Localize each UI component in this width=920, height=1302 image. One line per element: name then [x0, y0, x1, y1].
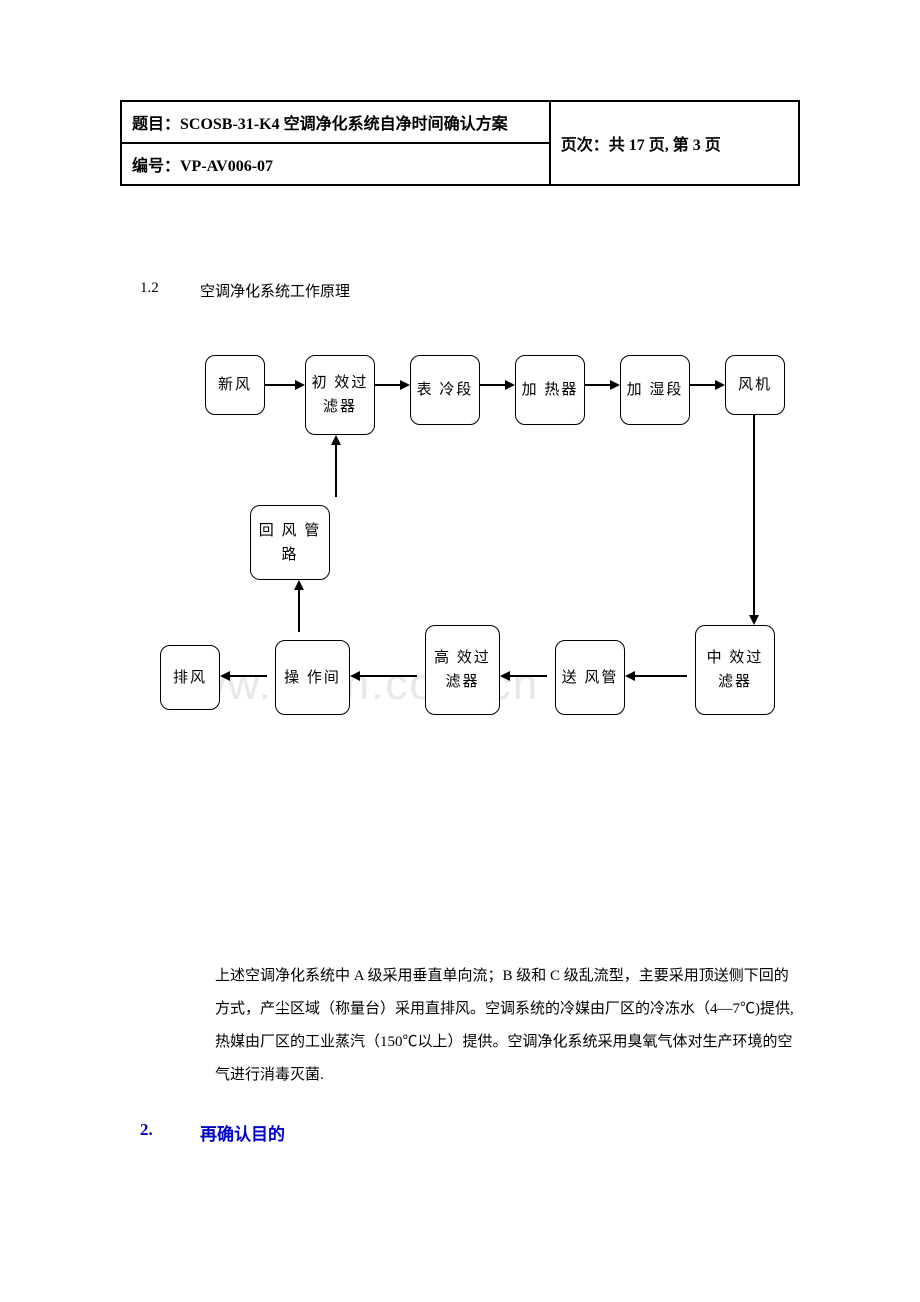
node-gaoxiao: 高 效过 滤器 [425, 625, 500, 715]
arrow-down-icon [749, 615, 759, 625]
node-biaoleng: 表 冷段 [410, 355, 480, 425]
arrow-right-icon [400, 380, 410, 390]
edge-line [298, 590, 300, 632]
node-chuxiao: 初 效过 滤器 [305, 355, 375, 435]
node-xinfeng: 新风 [205, 355, 265, 415]
edge-line [753, 415, 755, 617]
doc-header-table: 题目：SCOSB-31-K4 空调净化系统自净时间确认方案 页次：共 17 页,… [120, 100, 800, 186]
arrow-right-icon [715, 380, 725, 390]
node-caozuo: 操 作间 [275, 640, 350, 715]
arrow-up-icon [331, 435, 341, 445]
header-page-cell: 页次：共 17 页, 第 3 页 [550, 101, 799, 185]
header-code: 编号：VP-AV006-07 [132, 158, 273, 175]
arrow-right-icon [505, 380, 515, 390]
edge-line [375, 384, 402, 386]
edge-line [690, 384, 717, 386]
edge-line [265, 384, 297, 386]
edge-line [335, 445, 337, 497]
flowchart-container: 新风 初 效过 滤器 表 冷段 加 热器 加 湿段 风机 回 风 管路 排风 操… [120, 350, 800, 770]
edge-line [510, 675, 547, 677]
section-2-num: 2. [140, 1120, 153, 1140]
edge-line [635, 675, 687, 677]
section-1-2-title: 空调净化系统工作原理 [200, 280, 350, 301]
header-page: 页次：共 17 页, 第 3 页 [561, 137, 721, 154]
node-paifeng: 排风 [160, 645, 220, 710]
arrow-left-icon [625, 671, 635, 681]
arrow-up-icon [294, 580, 304, 590]
node-jiashi: 加 湿段 [620, 355, 690, 425]
node-fengji: 风机 [725, 355, 785, 415]
edge-line [480, 384, 507, 386]
edge-line [230, 675, 267, 677]
edge-line [585, 384, 612, 386]
body-paragraph: 上述空调净化系统中 A 级采用垂直单向流；B 级和 C 级乱流型，主要采用顶送侧… [215, 960, 795, 1092]
arrow-left-icon [350, 671, 360, 681]
edge-line [360, 675, 417, 677]
node-zhongxiao: 中 效过 滤器 [695, 625, 775, 715]
arrow-right-icon [295, 380, 305, 390]
section-2-title: 再确认目的 [200, 1120, 285, 1145]
arrow-left-icon [500, 671, 510, 681]
arrow-left-icon [220, 671, 230, 681]
arrow-right-icon [610, 380, 620, 390]
section-1-2-num: 1.2 [140, 280, 159, 297]
node-songfeng: 送 风管 [555, 640, 625, 715]
header-title-cell: 题目：SCOSB-31-K4 空调净化系统自净时间确认方案 [121, 101, 550, 143]
header-title: 题目：SCOSB-31-K4 空调净化系统自净时间确认方案 [132, 116, 508, 133]
header-code-cell: 编号：VP-AV006-07 [121, 143, 550, 185]
node-huifeng: 回 风 管路 [250, 505, 330, 580]
node-jiare: 加 热器 [515, 355, 585, 425]
